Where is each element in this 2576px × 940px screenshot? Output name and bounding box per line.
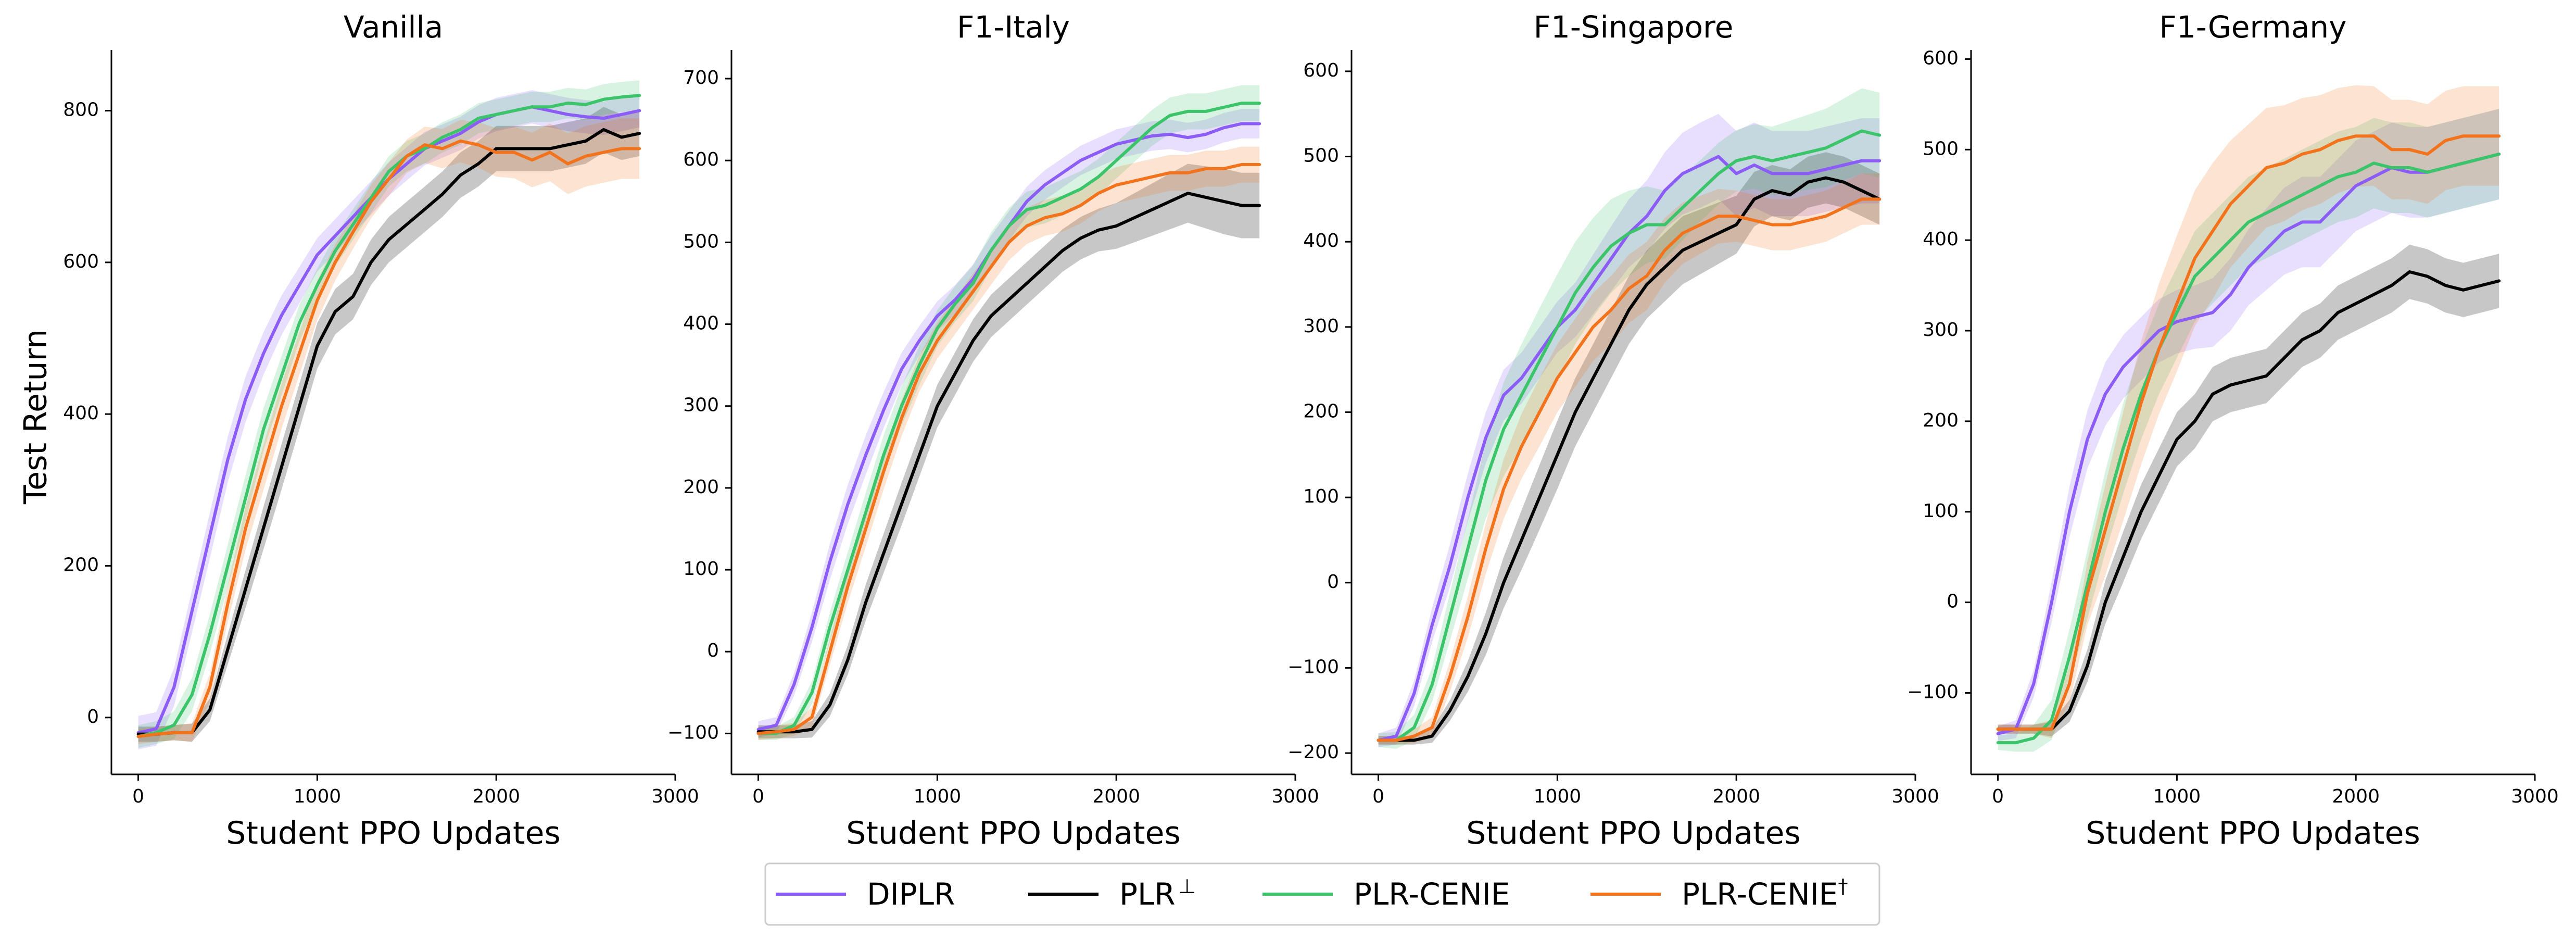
y-tick-label: 400 [63,403,99,424]
series-line-diplr [1996,153,2501,735]
y-tick-label: 200 [1303,401,1339,422]
y-tick-label: 100 [1303,486,1339,507]
y-tick-label: 600 [683,149,719,170]
x-tick-label: 0 [752,786,764,807]
x-axis-label: Student PPO Updates [226,815,560,851]
series-line-cenie_dagger [136,139,641,738]
y-tick-label: 200 [1923,410,1959,431]
series-line-plr [1377,176,1882,742]
confidence-band-diplr [758,109,1260,738]
series-line-plr [136,128,641,736]
confidence-band-cenie_dagger [1378,173,1880,745]
panel-title: F1-Germany [2160,9,2347,45]
x-tick-label: 1000 [294,786,342,807]
y-tick-label: 500 [1923,138,1959,159]
x-tick-label: 2000 [2332,786,2380,807]
legend-label-cenie_dagger: PLR-CENIE† [1682,875,1848,912]
confidence-band-cenie_dagger [138,118,640,744]
x-tick-label: 1000 [914,786,962,807]
x-tick-label: 1000 [2153,786,2201,807]
x-tick-label: 3000 [1271,786,1319,807]
series-line-cenie_dagger [1377,197,1882,742]
y-tick-label: −100 [667,722,719,743]
y-tick-label: 400 [683,313,719,334]
panel-3: F1-Germany −100 0 100 200 300 400 500 600 0 1000 20… [1907,9,2559,851]
x-tick-label: 2000 [1092,786,1140,807]
x-tick-label: 2000 [472,786,520,807]
y-tick-label: 700 [683,67,719,89]
confidence-band-diplr [1998,109,2499,741]
confidence-band-cenie [1378,88,1880,749]
legend: DIPLR PLR ⊥ PLR-CENIE PLR-CENIE† [764,862,1880,926]
x-tick-label: 0 [1372,786,1384,807]
x-tick-label: 3000 [1891,786,1939,807]
y-tick-label: 0 [1327,571,1339,593]
y-tick-label: 100 [683,558,719,580]
legend-item-cenie_dagger: PLR-CENIE† [1590,875,1848,912]
legend-label-cenie: PLR-CENIE [1354,876,1510,912]
y-tick-label: 0 [1947,591,1959,612]
y-tick-label: 100 [1923,500,1959,522]
panel-title: Vanilla [344,9,443,45]
confidence-band-plr [1998,244,2499,736]
y-tick-label: 200 [683,477,719,498]
panel-title: F1-Italy [957,9,1070,45]
series-line-cenie_dagger [1996,134,2501,731]
confidence-band-cenie_dagger [758,146,1260,740]
legend-item-diplr: DIPLR [776,876,955,912]
confidence-band-cenie_dagger [1998,85,2499,738]
y-tick-label: 300 [1923,319,1959,341]
y-tick-label: 600 [1923,47,1959,69]
confidence-band-cenie [1998,109,2499,752]
x-axis-label: Student PPO Updates [1466,815,1800,851]
legend-superscript: † [1838,875,1848,898]
y-tick-label: 400 [1923,229,1959,250]
y-tick-label: −100 [1287,656,1339,678]
y-tick-label: 800 [63,99,99,121]
x-axis-label: Student PPO Updates [2086,815,2420,851]
y-tick-label: 500 [1303,145,1339,167]
panel-2: F1-Singapore −200 −100 0 100 200 300 400 500 600 0… [1287,9,1939,851]
legend-superscript: ⊥ [1179,875,1196,898]
series-line-cenie_dagger [756,163,1261,735]
y-tick-label: 0 [707,640,719,661]
y-tick-label: −100 [1907,682,1959,703]
y-tick-label: 600 [1303,60,1339,81]
series-line-cenie [136,94,641,738]
y-tick-label: 0 [87,706,99,728]
panel-1: F1-Italy −100 0 100 200 300 400 500 600 700 0 1000 2… [667,9,1319,851]
y-tick-label: 500 [683,231,719,252]
x-axis-label: Student PPO Updates [846,815,1180,851]
y-tick-label: 300 [683,395,719,416]
series-line-plr [756,192,1261,734]
confidence-band-plr [758,164,1260,738]
legend-item-cenie: PLR-CENIE [1262,876,1510,912]
series-line-cenie [1377,129,1882,742]
figure-y-axis-label: Test Return [18,329,54,505]
y-tick-label: −200 [1287,742,1339,763]
panel-title: F1-Singapore [1534,9,1734,45]
y-tick-label: 400 [1303,230,1339,252]
y-tick-label: 600 [63,251,99,272]
series-line-plr [1996,270,2501,731]
x-tick-label: 2000 [1712,786,1760,807]
x-tick-label: 0 [132,786,144,807]
series-line-cenie [1996,153,2501,745]
confidence-band-plr [1378,152,1880,745]
confidence-band-plr [138,107,640,742]
y-tick-label: 200 [63,554,99,575]
legend-label-diplr: DIPLR [867,876,955,912]
series-line-cenie [756,102,1261,735]
panel-0: Vanilla 0 200 400 600 800 0 1000 2000 3000 Student… [63,9,699,851]
x-tick-label: 3000 [2511,786,2559,807]
confidence-band-cenie [758,85,1260,741]
y-tick-label: 300 [1303,316,1339,337]
x-tick-label: 1000 [1534,786,1582,807]
legend-items: DIPLR PLR ⊥ PLR-CENIE PLR-CENIE† [776,875,1848,912]
x-tick-label: 0 [1992,786,2004,807]
x-tick-label: 3000 [651,786,699,807]
